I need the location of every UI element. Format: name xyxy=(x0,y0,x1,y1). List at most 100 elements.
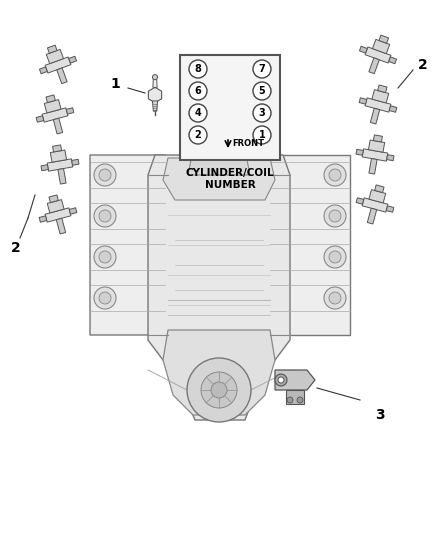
Text: 7: 7 xyxy=(258,64,265,74)
Polygon shape xyxy=(42,108,68,122)
Polygon shape xyxy=(66,108,74,114)
Polygon shape xyxy=(389,106,397,112)
Circle shape xyxy=(253,126,271,144)
Polygon shape xyxy=(378,85,387,93)
Bar xyxy=(180,55,280,160)
Polygon shape xyxy=(46,50,64,63)
Polygon shape xyxy=(360,46,367,53)
Circle shape xyxy=(275,374,287,386)
Polygon shape xyxy=(270,155,350,335)
Text: FRONT: FRONT xyxy=(232,140,264,149)
Polygon shape xyxy=(148,87,162,103)
Polygon shape xyxy=(44,100,61,113)
Text: 2: 2 xyxy=(194,130,201,140)
Text: 3: 3 xyxy=(258,108,265,118)
Polygon shape xyxy=(36,116,44,122)
Circle shape xyxy=(94,205,116,227)
Circle shape xyxy=(99,292,111,304)
Polygon shape xyxy=(286,390,304,404)
Polygon shape xyxy=(389,57,396,64)
Text: NUMBER: NUMBER xyxy=(205,180,255,190)
Circle shape xyxy=(278,377,284,383)
Text: 5: 5 xyxy=(258,86,265,96)
Polygon shape xyxy=(368,140,385,152)
Circle shape xyxy=(211,382,227,398)
Polygon shape xyxy=(374,185,384,192)
Polygon shape xyxy=(367,208,377,224)
Circle shape xyxy=(94,246,116,268)
Circle shape xyxy=(201,372,237,408)
Polygon shape xyxy=(69,56,77,63)
Circle shape xyxy=(99,210,111,222)
Text: 1: 1 xyxy=(258,130,265,140)
Circle shape xyxy=(324,246,346,268)
Circle shape xyxy=(329,210,341,222)
Polygon shape xyxy=(379,35,389,43)
Polygon shape xyxy=(57,218,66,234)
Circle shape xyxy=(94,164,116,186)
Circle shape xyxy=(329,169,341,181)
Polygon shape xyxy=(47,45,57,53)
Polygon shape xyxy=(188,155,250,175)
Polygon shape xyxy=(387,155,394,160)
Text: 3: 3 xyxy=(375,408,385,422)
Circle shape xyxy=(253,104,271,122)
Circle shape xyxy=(189,82,207,100)
Text: 2: 2 xyxy=(11,241,21,255)
Circle shape xyxy=(189,104,207,122)
Circle shape xyxy=(287,397,293,403)
Circle shape xyxy=(152,75,158,80)
Polygon shape xyxy=(41,165,48,171)
Polygon shape xyxy=(373,135,382,142)
Circle shape xyxy=(329,292,341,304)
Circle shape xyxy=(297,397,303,403)
Polygon shape xyxy=(275,370,315,390)
Polygon shape xyxy=(45,208,71,222)
Polygon shape xyxy=(49,195,58,203)
Polygon shape xyxy=(39,216,47,222)
Polygon shape xyxy=(39,67,47,74)
Polygon shape xyxy=(359,98,367,104)
Polygon shape xyxy=(45,57,71,73)
Polygon shape xyxy=(46,95,55,102)
Polygon shape xyxy=(148,155,290,420)
Circle shape xyxy=(324,287,346,309)
Polygon shape xyxy=(69,208,77,214)
Polygon shape xyxy=(163,158,275,200)
Circle shape xyxy=(253,60,271,78)
Circle shape xyxy=(99,169,111,181)
Polygon shape xyxy=(53,118,63,134)
Polygon shape xyxy=(372,39,390,54)
Circle shape xyxy=(189,60,207,78)
Text: 2: 2 xyxy=(418,58,428,72)
Polygon shape xyxy=(356,198,364,204)
Circle shape xyxy=(99,251,111,263)
Polygon shape xyxy=(365,98,391,112)
Polygon shape xyxy=(47,200,64,213)
Polygon shape xyxy=(356,149,363,155)
Polygon shape xyxy=(362,149,388,161)
Polygon shape xyxy=(50,150,67,162)
Polygon shape xyxy=(369,58,379,74)
Polygon shape xyxy=(386,206,394,212)
Circle shape xyxy=(253,82,271,100)
Polygon shape xyxy=(163,330,275,415)
Polygon shape xyxy=(152,101,158,111)
Polygon shape xyxy=(57,68,67,84)
Circle shape xyxy=(187,358,251,422)
Text: 6: 6 xyxy=(194,86,201,96)
Circle shape xyxy=(324,205,346,227)
Polygon shape xyxy=(58,168,66,184)
Circle shape xyxy=(94,287,116,309)
Polygon shape xyxy=(153,77,157,87)
Polygon shape xyxy=(371,108,380,124)
Circle shape xyxy=(324,164,346,186)
Circle shape xyxy=(189,126,207,144)
Polygon shape xyxy=(47,159,73,171)
Polygon shape xyxy=(90,155,168,335)
Circle shape xyxy=(329,251,341,263)
Text: 1: 1 xyxy=(110,77,120,91)
Polygon shape xyxy=(369,158,377,174)
Text: 8: 8 xyxy=(194,64,201,74)
Polygon shape xyxy=(53,145,62,152)
